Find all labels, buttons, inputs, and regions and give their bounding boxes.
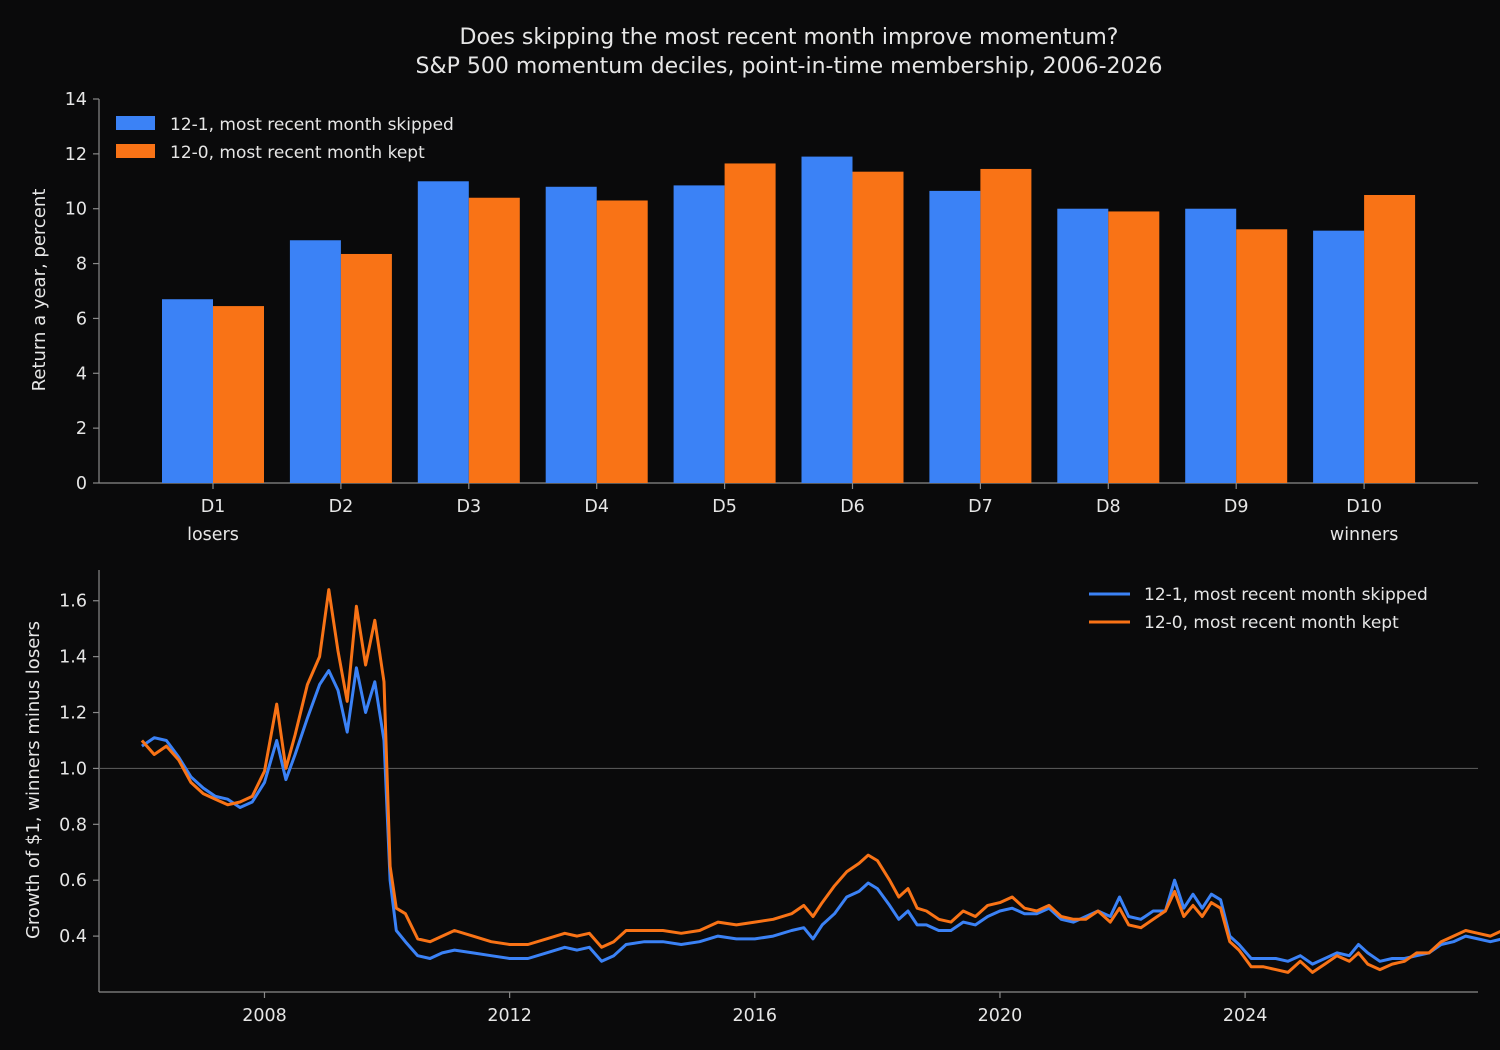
bar-skipped-d10	[1313, 230, 1365, 483]
bar-kept-d9	[1236, 229, 1288, 483]
bar-x-tick-label: D10	[1346, 497, 1382, 517]
bar-y-tick-label: 6	[76, 309, 87, 329]
bar-y-tick-label: 2	[76, 419, 87, 439]
bar-skipped-d3	[417, 181, 469, 484]
bar-x-tick-label: winners	[1330, 525, 1398, 545]
bar-kept-d5	[724, 163, 776, 483]
bar-kept-d2	[340, 253, 392, 483]
bar-skipped-d2	[289, 240, 341, 483]
legend-label-kept: 12-0, most recent month kept	[1144, 613, 1399, 633]
bar-x-tick-label: D7	[968, 497, 993, 517]
line-skipped	[141, 666, 1500, 966]
legend-label-skipped: 12-1, most recent month skipped	[1144, 585, 1428, 605]
bar-skipped-d4	[545, 186, 597, 483]
bar-x-tick-label: D3	[456, 497, 481, 517]
bar-kept-d10	[1364, 195, 1416, 483]
bar-y-tick-label: 10	[65, 200, 87, 220]
line-y-tick-label: 1.2	[59, 704, 87, 724]
legend-swatch-skipped	[116, 116, 155, 130]
bar-x-tick-label: D5	[712, 497, 737, 517]
bar-x-tick-label: D4	[584, 497, 609, 517]
line-series	[140, 588, 1500, 974]
line-axes: 0.4 0.6 0.8 1.0 1.2 1.4 1.6 2008 2012 2016 2020 202…	[59, 570, 1478, 1026]
bar-skipped-d8	[1057, 208, 1109, 483]
bar-x-tick-label: losers	[187, 525, 239, 545]
bar-y-tick-label: 4	[76, 364, 87, 384]
line-y-tick-label: 1.6	[59, 592, 87, 612]
bar-y-tick-label: 12	[65, 145, 87, 165]
line-y-tick-label: 0.8	[59, 815, 87, 835]
line-y-tick-label: 1.4	[59, 648, 87, 668]
line-x-tick-label: 2012	[487, 1006, 532, 1026]
bar-skipped-d5	[673, 185, 725, 483]
bar-kept-d6	[852, 171, 904, 483]
bar-y-tick-label: 8	[76, 255, 87, 275]
bar-x-axis: D1 losers D2 D3 D4 D5 D6 D7 D8 D9 D10 winners	[187, 483, 1398, 545]
bar-kept-d8	[1108, 211, 1160, 483]
bar-y-axis-label: Return a year, percent	[29, 189, 50, 392]
bar-skipped-d6	[801, 156, 853, 483]
bar-chart-panel: Return a year, percent 0 2 4 6 8 10 12 14 D1 los…	[29, 90, 1478, 545]
bar-y-tick-label: 14	[65, 90, 87, 110]
line-y-tick-label: 0.4	[59, 927, 87, 947]
line-y-tick-label: 1.0	[59, 759, 87, 779]
bar-kept-d4	[596, 200, 648, 483]
line-x-tick-label: 2024	[1223, 1006, 1268, 1026]
line-kept	[140, 588, 1500, 974]
bar-skipped-d1	[162, 299, 213, 483]
bar-x-tick-label: D6	[840, 497, 865, 517]
line-legend: 12-1, most recent month skipped 12-0, mo…	[1089, 585, 1428, 633]
bar-kept-d7	[980, 168, 1032, 483]
chart-title-line-2: S&P 500 momentum deciles, point-in-time …	[415, 54, 1162, 79]
line-x-tick-label: 2008	[242, 1006, 287, 1026]
legend-label-skipped: 12-1, most recent month skipped	[170, 115, 454, 135]
line-y-axis-label: Growth of $1, winners minus losers	[23, 621, 44, 939]
bar-legend: 12-1, most recent month skipped 12-0, mo…	[116, 115, 454, 163]
bar-series	[162, 156, 1416, 484]
legend-swatch-kept	[116, 144, 155, 158]
bar-skipped-d7	[929, 190, 981, 483]
bar-x-tick-label: D8	[1096, 497, 1121, 517]
bar-kept-d3	[468, 197, 520, 483]
chart-title-line-1: Does skipping the most recent month impr…	[460, 25, 1119, 50]
bar-x-tick-label: D9	[1224, 497, 1249, 517]
line-chart-panel: Growth of $1, winners minus losers 0.40.…	[23, 570, 1500, 1026]
line-y-tick-label: 0.6	[59, 871, 87, 891]
bar-y-tick-label: 0	[76, 474, 87, 494]
bar-x-tick-label: D2	[329, 497, 354, 517]
bar-skipped-d9	[1185, 208, 1237, 483]
line-x-tick-label: 2016	[733, 1006, 778, 1026]
bar-kept-d1	[213, 306, 264, 483]
bar-x-tick-label: D1	[201, 497, 226, 517]
line-x-tick-label: 2020	[978, 1006, 1023, 1026]
legend-label-kept: 12-0, most recent month kept	[170, 143, 425, 163]
